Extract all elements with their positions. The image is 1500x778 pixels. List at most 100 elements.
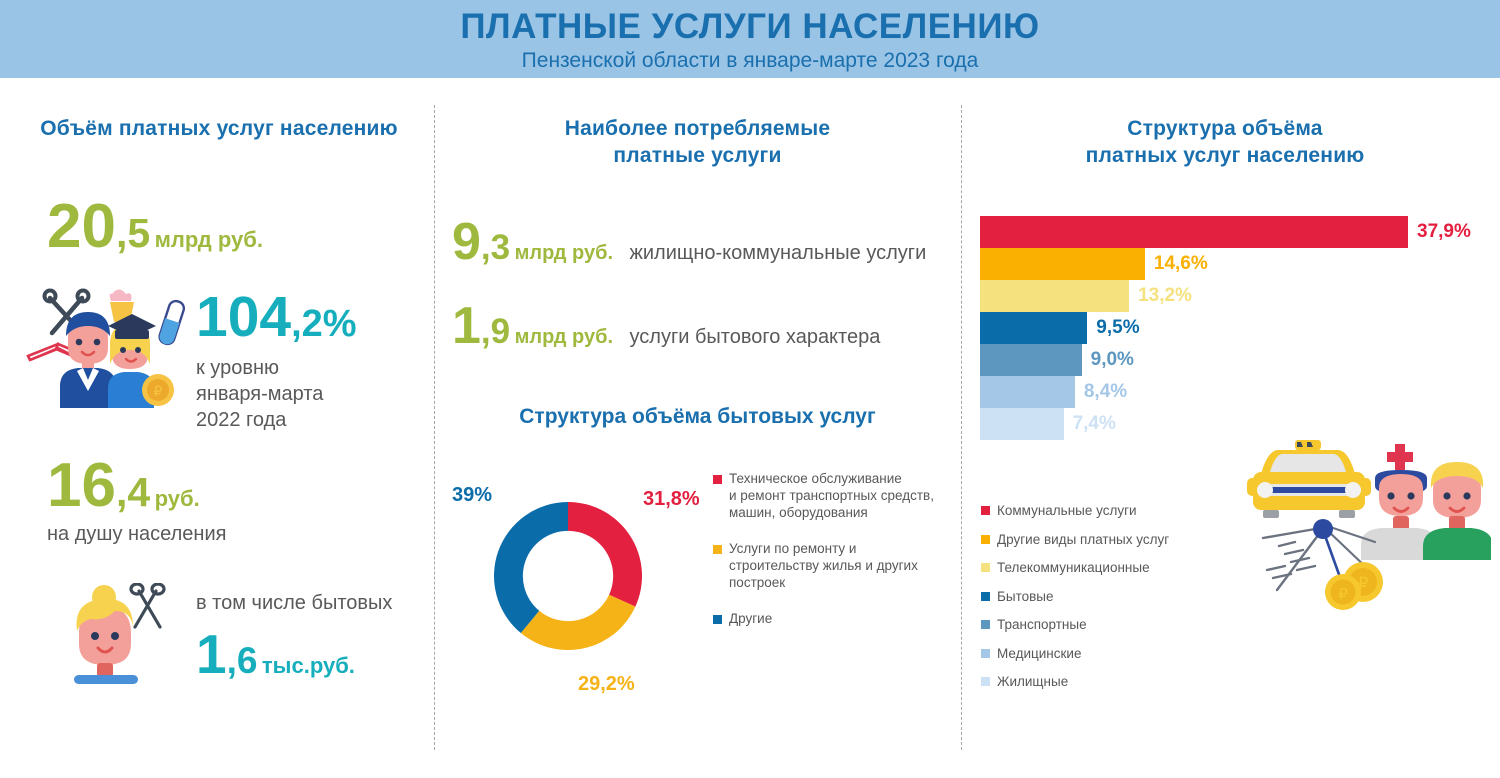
bar-legend-item[interactable]: Другие виды платных услуг — [981, 532, 1169, 547]
svg-text:₽: ₽ — [1338, 586, 1348, 603]
donut-legend-label: Другие — [729, 611, 773, 626]
top-service-2-int: 1 — [452, 297, 481, 355]
donut-label-technical: 31,8% — [643, 488, 700, 510]
stat-household-frac: ,6 — [226, 640, 258, 681]
students-services-icon: ₽ — [20, 278, 195, 413]
top-service-1-desc: жилищно-коммунальные услуги — [629, 242, 927, 264]
top-service-2-desc: услуги бытового характера — [629, 326, 881, 348]
bar-chart-row: 8,4% — [980, 376, 1490, 408]
legend-swatch-icon — [713, 475, 722, 484]
bar-value-label: 9,0% — [1090, 349, 1134, 370]
page-title: ПЛАТНЫЕ УСЛУГИ НАСЕЛЕНИЮ — [460, 7, 1040, 46]
stat-total-volume: 20,5 млрд руб. — [47, 196, 263, 258]
stat-index-frac: ,2% — [291, 303, 357, 345]
donut-chart-title: Структура объёма бытовых услуг — [519, 405, 876, 428]
legend-swatch-icon — [981, 677, 990, 686]
stat-per-capita-note: на душу населения — [47, 523, 227, 545]
top-service-row-2: 1,9 млрд руб. услуги бытового характера — [452, 300, 880, 352]
bar-segment — [980, 280, 1130, 312]
donut-label-repair: 29,2% — [578, 673, 635, 695]
bar-legend-item[interactable]: Медицинские — [981, 646, 1169, 661]
donut-chart — [492, 500, 644, 657]
left-column-title: Объём платных услуг населению — [40, 117, 398, 140]
stat-per-capita: 16,4 руб. — [47, 455, 200, 517]
bar-value-label: 37,9% — [1417, 221, 1471, 242]
stat-index-note: к уровню января-марта 2022 года — [196, 357, 324, 431]
bar-chart-row: 13,2% — [980, 280, 1490, 312]
middle-column-title: Наиболее потребляемые платные услуги — [564, 117, 831, 167]
stat-total-volume-unit: млрд руб. — [154, 227, 263, 252]
bar-segment — [980, 216, 1408, 248]
top-service-1-frac: ,3 — [480, 228, 511, 267]
legend-swatch-icon — [981, 591, 990, 601]
bar-legend-item[interactable]: Жилищные — [981, 674, 1169, 689]
stat-household-unit: тыс.руб. — [261, 653, 355, 678]
bar-legend-label: Коммунальные услуги — [997, 503, 1137, 518]
donut-chart-legend: Техническое обслуживание и ремонт трансп… — [713, 470, 953, 646]
top-service-1-unit: млрд руб. — [514, 242, 614, 264]
svg-text:₽: ₽ — [154, 383, 163, 399]
page-subtitle: Пензенской области в январе-марте 2023 г… — [521, 49, 979, 72]
bar-segment — [980, 312, 1088, 344]
bar-value-label: 13,2% — [1138, 285, 1192, 306]
column-divider-left — [434, 105, 435, 750]
bar-legend-label: Другие виды платных услуг — [997, 531, 1170, 547]
bar-value-label: 7,4% — [1072, 413, 1116, 434]
stat-household-int: 1 — [196, 623, 227, 685]
bar-value-label: 8,4% — [1083, 381, 1128, 402]
donut-label-other: 39% — [452, 484, 493, 506]
top-service-2-unit: млрд руб. — [514, 326, 614, 348]
legend-swatch-icon — [981, 620, 990, 629]
bar-legend-label: Телекоммуникационные — [997, 560, 1150, 575]
bar-chart-row: 9,0% — [980, 344, 1490, 376]
bar-legend-label: Бытовые — [997, 588, 1054, 604]
legend-swatch-icon — [981, 506, 990, 515]
stat-per-capita-int: 16 — [47, 451, 116, 520]
bar-legend-label: Транспортные — [997, 617, 1087, 632]
bar-chart-row: 14,6% — [980, 248, 1490, 280]
bar-chart-row: 37,9% — [980, 216, 1490, 248]
bar-chart-row: 9,5% — [980, 312, 1490, 344]
top-service-2-frac: ,9 — [480, 312, 511, 351]
donut-legend-label: Услуги по ремонту и строительству жилья … — [729, 541, 918, 590]
stat-household-note: в том числе бытовых — [196, 592, 393, 614]
right-column-title: Структура объёма платных услуг населению — [1085, 117, 1365, 167]
bar-legend-label: Жилищные — [997, 674, 1069, 689]
stat-index-int: 104 — [196, 285, 292, 349]
bar-legend-item[interactable]: Бытовые — [981, 589, 1169, 604]
bar-value-label: 14,6% — [1153, 253, 1208, 274]
legend-swatch-icon — [713, 545, 722, 554]
legend-swatch-icon — [981, 648, 990, 658]
bar-segment — [980, 408, 1064, 440]
bar-segment — [980, 376, 1075, 408]
top-service-row-1: 9,3 млрд руб. жилищно-коммунальные услуг… — [452, 216, 926, 268]
legend-swatch-icon — [713, 615, 722, 624]
stat-per-capita-frac: ,4 — [115, 469, 151, 515]
stat-per-capita-unit: руб. — [154, 486, 200, 511]
bar-legend-label: Медицинские — [997, 645, 1082, 661]
stat-total-volume-frac: ,5 — [115, 210, 151, 256]
legend-swatch-icon — [981, 563, 990, 572]
donut-legend-item[interactable]: Услуги по ремонту и строительству жилья … — [713, 540, 953, 591]
bar-legend-item[interactable]: Коммунальные услуги — [981, 503, 1169, 518]
bar-value-label: 9,5% — [1096, 317, 1140, 338]
column-divider-right — [961, 105, 962, 750]
donut-slice — [520, 594, 636, 650]
donut-slice — [494, 502, 568, 634]
bar-chart-legend: Коммунальные услуги Другие виды платных у… — [981, 503, 1169, 703]
svg-text:₽: ₽ — [1358, 574, 1369, 593]
bar-segment — [980, 248, 1145, 280]
donut-slice — [568, 502, 642, 607]
bar-legend-item[interactable]: Транспортные — [981, 617, 1169, 632]
stat-index-to-previous-year: 104,2% — [196, 289, 357, 346]
donut-legend-item[interactable]: Другие — [713, 610, 953, 627]
bar-legend-item[interactable]: Телекоммуникационные — [981, 560, 1169, 575]
hairdresser-icon — [57, 582, 177, 698]
donut-legend-item[interactable]: Техническое обслуживание и ремонт трансп… — [713, 470, 953, 521]
structure-bar-chart: 37,9% 14,6% 13,2% 9,5% 9,0% 8,4% 7,4% — [980, 216, 1490, 440]
bar-chart-row: 7,4% — [980, 408, 1490, 440]
legend-swatch-icon — [981, 534, 990, 544]
stat-total-volume-int: 20 — [47, 192, 116, 261]
top-service-1-int: 9 — [452, 213, 481, 271]
bar-segment — [980, 344, 1082, 376]
